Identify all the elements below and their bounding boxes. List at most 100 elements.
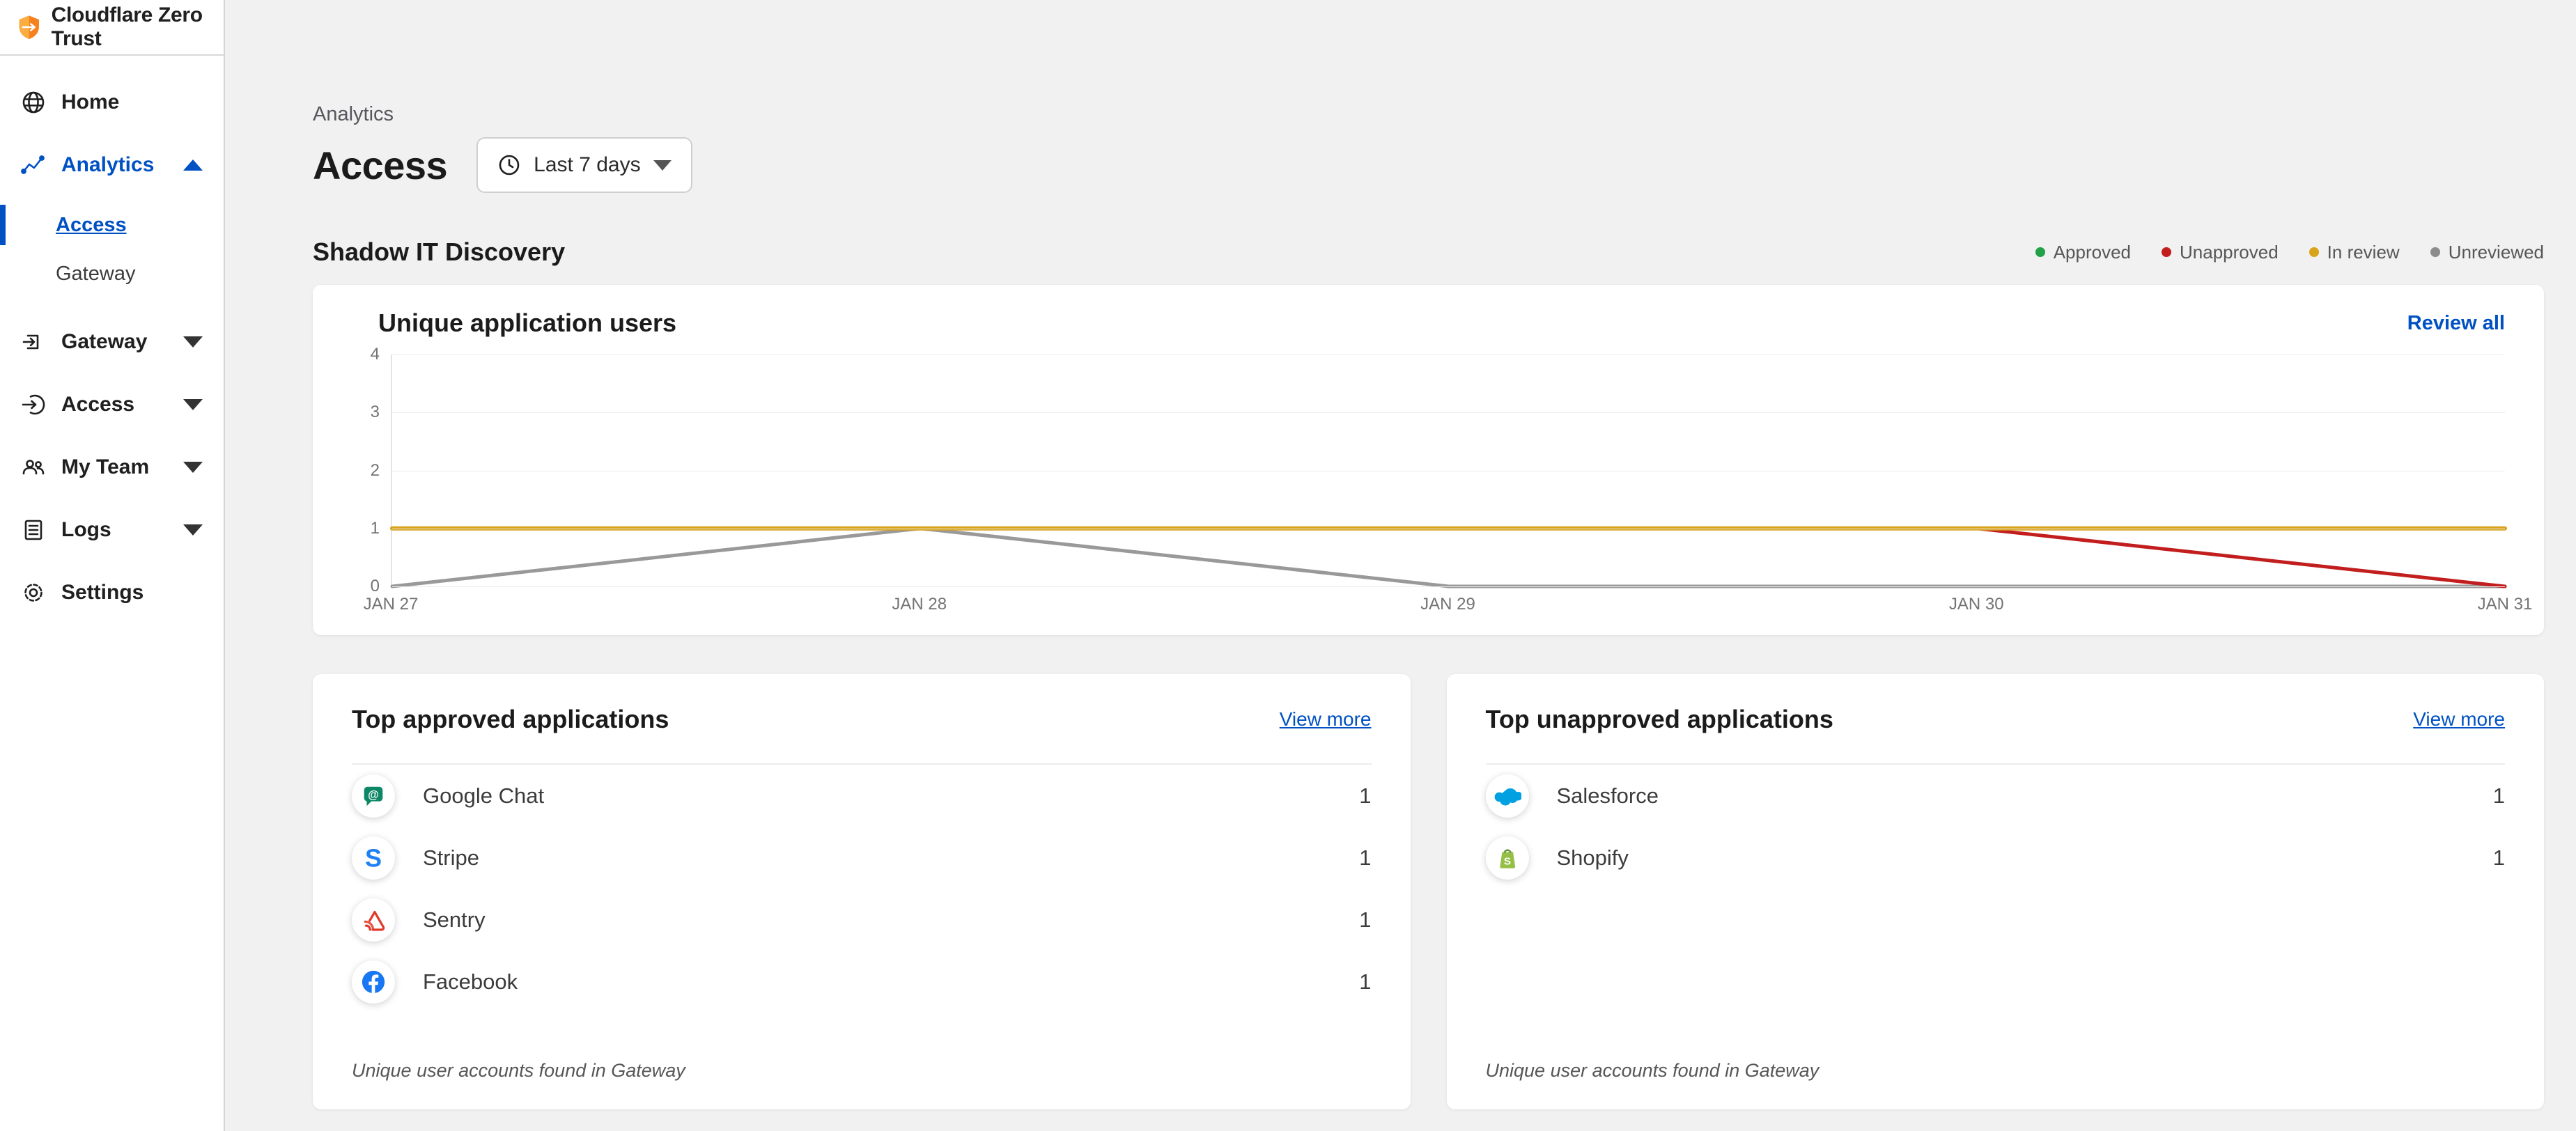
app-row: S Stripe 1 bbox=[352, 827, 1372, 889]
view-more-link[interactable]: View more bbox=[1279, 708, 1372, 730]
access-icon bbox=[21, 392, 46, 417]
sidebar-item-label: Gateway bbox=[61, 330, 148, 353]
gridline bbox=[392, 354, 2505, 355]
team-icon bbox=[21, 455, 46, 480]
y-tick-label: 3 bbox=[370, 403, 380, 422]
sidebar-subitem-gateway[interactable]: Gateway bbox=[0, 249, 224, 298]
facebook-icon bbox=[352, 960, 395, 1004]
y-tick-label: 2 bbox=[370, 460, 380, 480]
app-row: S Shopify 1 bbox=[1485, 827, 2505, 889]
sidebar-item-settings[interactable]: Settings bbox=[0, 561, 224, 624]
app-name: Sentry bbox=[423, 907, 486, 932]
gridline bbox=[392, 586, 2505, 587]
legend-label: Approved bbox=[2053, 241, 2131, 263]
cloudflare-shield-icon bbox=[19, 15, 39, 40]
divider bbox=[1485, 763, 2505, 765]
sidebar-item-gateway[interactable]: Gateway bbox=[0, 311, 224, 373]
app-name: Google Chat bbox=[423, 783, 545, 808]
sidebar-item-label: Settings bbox=[61, 581, 144, 604]
page-title: Access bbox=[313, 143, 448, 187]
app-value: 1 bbox=[1359, 783, 1372, 808]
gear-icon bbox=[21, 580, 46, 605]
app-logo[interactable]: Cloudflare Zero Trust bbox=[0, 0, 224, 56]
x-axis: JAN 27 JAN 28 JAN 29 JAN 30 JAN 31 bbox=[364, 586, 2533, 618]
y-axis: 0 1 2 3 4 bbox=[352, 345, 391, 595]
sidebar-item-access[interactable]: Access bbox=[0, 373, 224, 436]
google-chat-icon: @ bbox=[352, 774, 395, 818]
gateway-icon bbox=[21, 329, 46, 354]
divider bbox=[352, 763, 1372, 765]
series-unapproved bbox=[1977, 529, 2505, 586]
sidebar-item-label: Home bbox=[61, 91, 120, 114]
app-name: Salesforce bbox=[1556, 783, 1659, 808]
legend-label: In review bbox=[2327, 241, 2400, 263]
legend-item[interactable]: In review bbox=[2309, 242, 2400, 263]
legend-item[interactable]: Approved bbox=[2035, 242, 2131, 263]
chevron-down-icon bbox=[183, 336, 203, 348]
main-content: Analytics Access Last 7 days Shadow IT D… bbox=[225, 0, 2576, 1131]
legend-dot bbox=[2162, 247, 2171, 257]
app-row: Sentry 1 bbox=[352, 889, 1372, 951]
card-title: Top unapproved applications bbox=[1485, 705, 1833, 733]
sidebar-subitem-access[interactable]: Access bbox=[0, 201, 224, 249]
legend-dot bbox=[2035, 247, 2045, 257]
analytics-subnav: Access Gateway bbox=[0, 201, 224, 298]
sidebar-item-analytics[interactable]: Analytics bbox=[0, 134, 224, 196]
svg-text:S: S bbox=[1503, 855, 1510, 867]
legend-item[interactable]: Unreviewed bbox=[2430, 242, 2544, 263]
legend-dot bbox=[2430, 247, 2440, 257]
logs-icon bbox=[21, 517, 46, 543]
svg-text:S: S bbox=[365, 845, 382, 871]
chevron-down-icon bbox=[183, 462, 203, 473]
app-value: 1 bbox=[2492, 845, 2505, 870]
x-tick-label: JAN 28 bbox=[892, 595, 947, 614]
chart-legend: Approved Unapproved In review Unreviewed bbox=[2035, 242, 2544, 263]
card-title: Top approved applications bbox=[352, 705, 669, 733]
sidebar-item-my-team[interactable]: My Team bbox=[0, 436, 224, 499]
y-tick-label: 0 bbox=[370, 577, 380, 595]
sentry-icon bbox=[352, 898, 395, 942]
breadcrumb: Analytics bbox=[313, 103, 394, 125]
chart-title: Unique application users bbox=[378, 309, 677, 337]
chevron-down-icon bbox=[653, 159, 672, 171]
legend-dot bbox=[2309, 247, 2319, 257]
series-unreviewed bbox=[392, 529, 2505, 586]
globe-icon bbox=[21, 90, 46, 115]
app-row: Salesforce 1 bbox=[1485, 765, 2505, 827]
unique-users-chart-card: Unique application users Review all 0 1 2 3… bbox=[313, 285, 2544, 635]
app-value: 1 bbox=[1359, 907, 1372, 932]
y-tick-label: 4 bbox=[370, 345, 380, 364]
plot-area[interactable] bbox=[391, 354, 2505, 586]
x-tick-label: JAN 31 bbox=[2477, 595, 2533, 614]
app-title: Cloudflare Zero Trust bbox=[51, 3, 203, 50]
view-more-link[interactable]: View more bbox=[2413, 708, 2505, 730]
chevron-up-icon bbox=[183, 159, 203, 171]
app-name: Shopify bbox=[1556, 845, 1629, 870]
chevron-down-icon bbox=[183, 524, 203, 536]
app-value: 1 bbox=[1359, 845, 1372, 870]
card-footnote: Unique user accounts found in Gateway bbox=[352, 1060, 685, 1081]
sidebar-item-label: Access bbox=[61, 393, 135, 416]
top-unapproved-apps-card: Top unapproved applications View more Sa… bbox=[1446, 674, 2544, 1109]
sidebar: Cloudflare Zero Trust Home Analytics Acc… bbox=[0, 0, 225, 1131]
section-title: Shadow IT Discovery bbox=[313, 237, 566, 266]
review-all-link[interactable]: Review all bbox=[2407, 311, 2505, 334]
legend-label: Unreviewed bbox=[2448, 241, 2544, 263]
sidebar-nav: Home Analytics Access Gateway Gateway bbox=[0, 56, 224, 624]
sidebar-item-logs[interactable]: Logs bbox=[0, 499, 224, 561]
sidebar-item-label: Logs bbox=[61, 518, 111, 541]
app-value: 1 bbox=[1359, 969, 1372, 994]
salesforce-icon bbox=[1485, 774, 1529, 818]
svg-text:@: @ bbox=[368, 788, 379, 801]
sidebar-item-home[interactable]: Home bbox=[0, 71, 224, 134]
chevron-down-icon bbox=[183, 399, 203, 410]
time-range-dropdown[interactable]: Last 7 days bbox=[476, 137, 692, 193]
legend-label: Unapproved bbox=[2180, 241, 2279, 263]
x-tick-label: JAN 27 bbox=[363, 595, 419, 614]
app-row: Facebook 1 bbox=[352, 951, 1372, 1013]
legend-item[interactable]: Unapproved bbox=[2162, 242, 2279, 263]
sidebar-subitem-label: Gateway bbox=[56, 262, 136, 285]
shopify-icon: S bbox=[1485, 836, 1529, 880]
x-tick-label: JAN 29 bbox=[1420, 595, 1475, 614]
x-tick-label: JAN 30 bbox=[1948, 595, 2004, 614]
